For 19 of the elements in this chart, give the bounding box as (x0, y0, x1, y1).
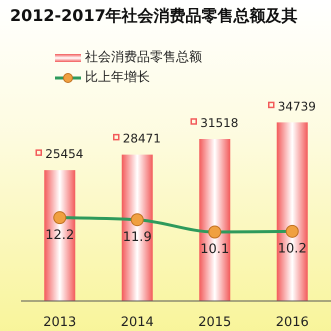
data-label: 12.2 (45, 228, 74, 243)
bar (276, 122, 308, 301)
data-label: 34739 (278, 99, 316, 114)
data-label: 25454 (45, 147, 84, 162)
bar (44, 170, 76, 301)
bar (122, 154, 153, 301)
x-tick-label: 2016 (276, 315, 309, 330)
data-label: 10.1 (200, 242, 230, 258)
x-tick-label: 2013 (43, 315, 76, 330)
data-label: 28471 (122, 132, 161, 146)
x-tick-label: 2014 (120, 315, 154, 330)
data-label: 10.2 (278, 242, 307, 257)
bar (199, 138, 230, 301)
chart-title: 2012-2017年社会消费品零售总额及其 (10, 6, 298, 27)
legend-label: 比上年增长 (85, 69, 150, 87)
legend-label: 社会消费品零售总额 (85, 49, 202, 67)
x-tick-label: 2015 (198, 315, 232, 330)
data-label: 11.9 (122, 230, 152, 245)
data-label: 31518 (200, 116, 238, 130)
